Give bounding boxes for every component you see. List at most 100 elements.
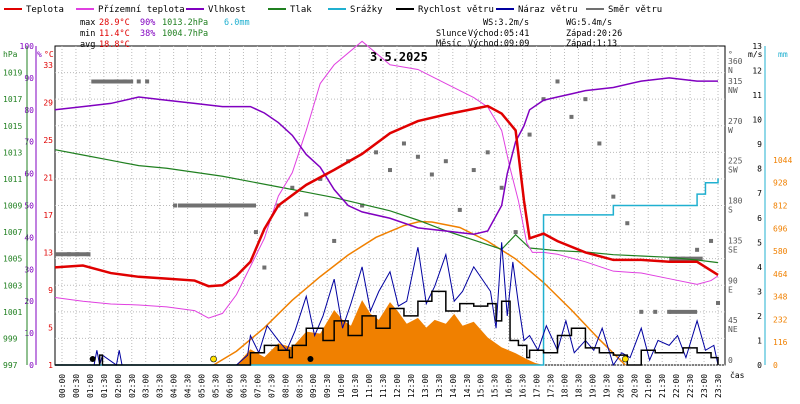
axis-hpa-tick: 1015: [3, 122, 22, 131]
axis-degc-tick: 1: [48, 361, 53, 370]
stat-max-rain: 6.0mm: [224, 18, 250, 28]
stat-max-temp: 28.9°C: [99, 18, 130, 28]
stat-avg-temp: 18.8°C: [99, 40, 130, 50]
x-tick-label: 16:30: [519, 374, 528, 398]
x-tick-label: 10:00: [337, 374, 346, 398]
x-tick-label: 02:00: [114, 374, 123, 398]
stat-min-press: 1004.7hPa: [162, 29, 208, 39]
wind-dir-point: [136, 79, 141, 84]
info-wg: WG:5.4m/s: [566, 18, 612, 28]
wind-dir-point: [401, 141, 406, 146]
info-sun-set: Západ:20:26: [566, 29, 622, 39]
wind-dir-point: [653, 309, 658, 314]
axis-hpa-tick: 1003: [3, 281, 22, 290]
wind-dir-point: [360, 203, 365, 208]
axis-mm-tick: 696: [773, 224, 788, 233]
wind-dir-point: [625, 221, 630, 226]
series-ground-temp: [54, 40, 719, 319]
left-axes: 9979991001100310051007100910111013101510…: [3, 42, 725, 370]
x-tick-label: 03:00: [142, 374, 151, 398]
legend-label: Přízemní teplota: [98, 5, 185, 15]
info-sun-label: Slunce: [436, 29, 467, 39]
wind-dir-point: [527, 132, 532, 137]
axis-mm-tick: 0: [773, 361, 778, 370]
chart-date: 3.5.2025: [370, 50, 428, 64]
info-ws: WS:3.2m/s: [483, 18, 529, 28]
info-moon-set: Západ:1:13: [566, 39, 617, 49]
x-tick-label: 02:30: [128, 374, 137, 398]
series-sun-curve: [213, 220, 626, 366]
x-axis: 00:00 00:30 01:00 01:30 02:00 02:30 03:00 03:30…: [58, 374, 723, 398]
axis-mm-tick: 232: [773, 315, 788, 324]
x-tick-label: 14:00: [449, 374, 458, 398]
moonrise-marker: [307, 356, 314, 362]
axis-degc-tick: 29: [43, 98, 53, 107]
x-tick-label: 09:30: [323, 374, 332, 398]
axis-deg-tick: 0: [728, 356, 733, 365]
x-tick-label: 03:30: [156, 374, 165, 398]
x-tick-label: 18:30: [574, 374, 583, 398]
series-solar-area: [236, 300, 544, 365]
legend-label: Směr větru: [608, 5, 662, 15]
x-tick-label: 17:30: [547, 374, 556, 398]
legend: Teplota Přízemní teplota Vlhkost Tlak Srážky…: [4, 5, 662, 15]
series-wind-direction: [55, 79, 721, 314]
series-rain: [55, 178, 719, 366]
x-tick-label: 06:30: [239, 374, 248, 398]
x-tick-label: 16:00: [505, 374, 514, 398]
x-tick-label: 10:30: [351, 374, 360, 398]
axis-degc-tick: 25: [43, 136, 53, 145]
wind-dir-point: [290, 185, 295, 190]
x-tick-label: 22:00: [672, 374, 681, 398]
x-tick-label: 00:30: [72, 374, 81, 398]
stat-min-label: min: [80, 29, 95, 39]
x-tick-label: 11:30: [379, 374, 388, 398]
axis-pct-unit: %: [37, 50, 42, 59]
axis-deg-dir: W: [728, 126, 733, 135]
axis-time-unit: čas: [730, 370, 745, 380]
x-tick-label: 13:30: [435, 374, 444, 398]
axis-mm-tick: 464: [773, 270, 788, 279]
info-moon-label: Měsíc: [436, 39, 462, 49]
axis-mm-tick: 348: [773, 293, 788, 302]
wind-dir-point: [443, 159, 448, 164]
x-tick-label: 05:00: [198, 374, 207, 398]
axis-mm-tick: 1044: [773, 156, 792, 165]
sunrise-marker: [210, 355, 217, 363]
axis-pct-tick: 70: [24, 138, 34, 147]
wind-dir-point: [254, 230, 258, 235]
x-tick-label: 23:00: [700, 374, 709, 398]
astro-info: WS:3.2m/s WG:5.4m/s Slunce Východ:05:41 Zápa…: [436, 18, 622, 49]
x-tick-label: 18:00: [560, 374, 569, 398]
axis-ms-tick: 10: [752, 116, 762, 125]
series-gust: [55, 242, 719, 367]
x-tick-label: 21:30: [658, 374, 667, 398]
wind-dir-point: [716, 300, 721, 305]
wind-dir-point: [332, 238, 337, 243]
wind-dir-point: [485, 150, 490, 155]
axis-hpa-tick: 1011: [3, 175, 22, 184]
axis-ms-tick: 8: [757, 165, 762, 174]
stats: max 28.9°C 90% 1013.2hPa 6.0mm min 11.4°C 38% 10…: [80, 18, 250, 50]
axis-mm-tick: 580: [773, 247, 788, 256]
axis-deg-tick: 90: [728, 276, 738, 285]
axis-deg-tick: 45: [728, 316, 738, 325]
axis-deg-tick: 225: [728, 157, 743, 166]
x-tick-label: 06:00: [225, 374, 234, 398]
series-humidity: [54, 77, 719, 235]
wind-dir-point: [145, 79, 150, 84]
wind-dir-point: [457, 207, 462, 212]
wind-dir-point: [569, 114, 574, 119]
x-tick-label: 12:30: [407, 374, 416, 398]
axis-ms-unit: m/s: [748, 50, 763, 59]
axis-pct-tick: 80: [24, 106, 34, 115]
x-tick-label: 05:30: [212, 374, 221, 398]
x-tick-label: 23:30: [714, 374, 723, 398]
axis-ms-tick: 3: [757, 287, 762, 296]
moonset-marker: [89, 356, 96, 362]
wind-dir-point: [173, 203, 178, 208]
wind-dir-point: [583, 97, 588, 102]
x-tick-label: 07:00: [253, 374, 262, 398]
